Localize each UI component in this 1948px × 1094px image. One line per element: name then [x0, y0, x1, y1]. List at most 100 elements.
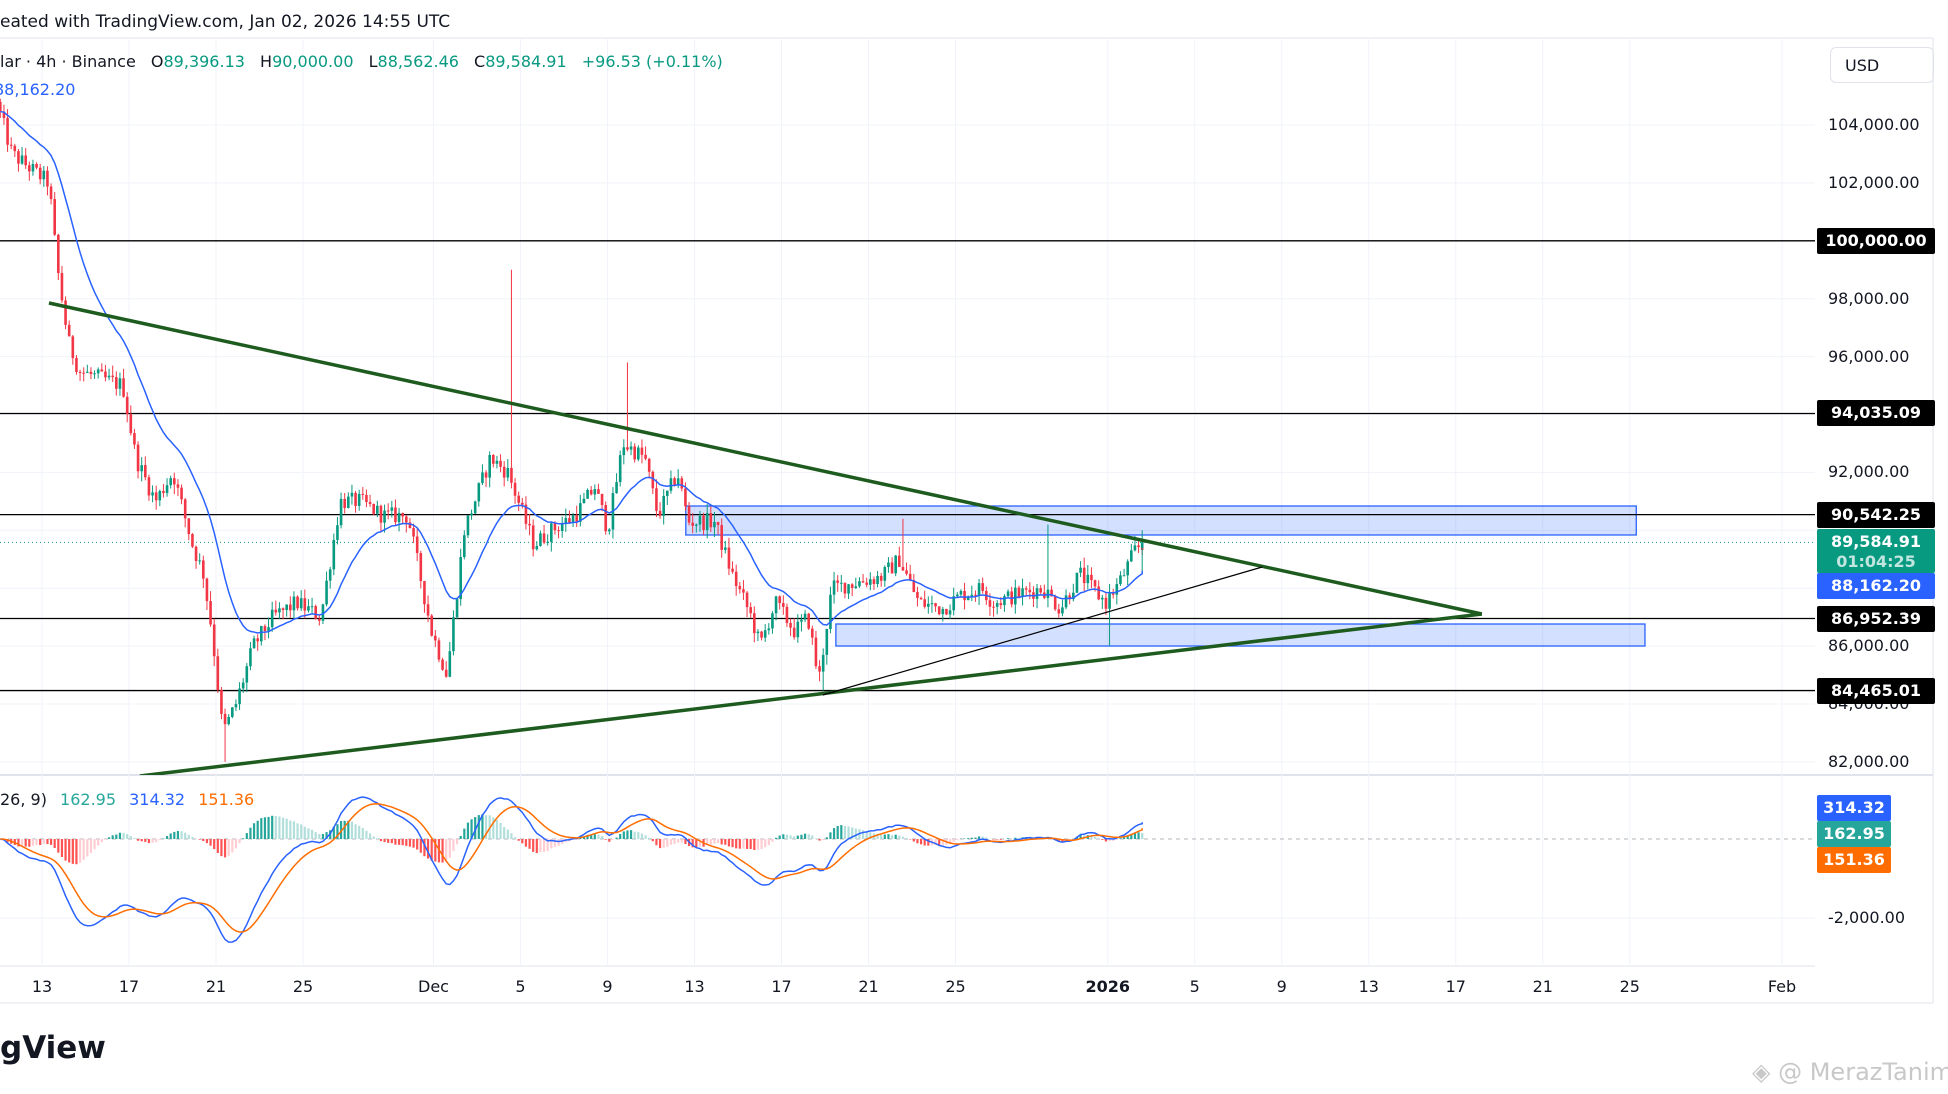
candle-body	[38, 167, 42, 180]
candle-body	[524, 504, 528, 524]
candle-body	[401, 512, 404, 517]
candle-body	[1024, 588, 1028, 590]
candle-body	[53, 199, 56, 235]
created-with-header: eated with TradingView.com, Jan 02, 2026…	[0, 12, 451, 32]
candle-body	[1021, 588, 1024, 598]
candle-body	[546, 541, 549, 543]
candle-body	[129, 414, 133, 434]
candle-body	[17, 151, 20, 164]
candle-body	[814, 637, 818, 667]
candle-body	[890, 562, 894, 574]
candle-body	[1130, 550, 1133, 562]
candle-body	[216, 656, 220, 690]
candle-body	[898, 555, 901, 567]
candle-body	[285, 604, 288, 610]
candle-body	[542, 533, 546, 543]
candle-body	[93, 373, 96, 375]
macd-tick-label: -2,000.00	[1828, 908, 1906, 927]
candle-body	[223, 713, 227, 725]
signal-value-tag: 151.36	[1817, 847, 1891, 873]
range-box	[685, 505, 1637, 536]
candle-body	[676, 478, 680, 485]
candle-body	[307, 606, 310, 611]
candle-body	[437, 640, 441, 660]
candle-body	[1057, 609, 1061, 614]
candle-body	[1072, 592, 1075, 600]
candle-body	[1053, 596, 1057, 610]
candle-body	[792, 627, 796, 638]
candle-body	[57, 234, 60, 274]
candle-body	[771, 613, 774, 629]
candle-body	[756, 631, 760, 634]
candle-body	[684, 488, 687, 507]
moving-average-line	[0, 110, 1143, 634]
candle-body	[86, 371, 89, 373]
candle-body	[473, 501, 477, 514]
candle-body	[314, 606, 317, 619]
candle-body	[470, 513, 473, 516]
currency-selector[interactable]: USD	[1830, 47, 1934, 83]
price-tick-label: 86,000.00	[1828, 636, 1910, 656]
macd-line-value: 314.32	[129, 790, 186, 809]
candle-body	[995, 603, 999, 607]
trendline	[822, 566, 1263, 696]
candle-body	[774, 596, 778, 614]
candle-body	[162, 490, 165, 494]
time-axis-label: Dec	[418, 977, 449, 996]
candle-body	[466, 515, 470, 536]
candle-body	[655, 488, 658, 511]
candle-body	[604, 505, 607, 532]
candle-body	[9, 144, 13, 146]
candle-body	[419, 553, 423, 582]
candle-body	[0, 101, 2, 112]
candle-body	[745, 592, 749, 608]
candle-body	[550, 523, 553, 542]
candle-body	[977, 583, 981, 596]
candle-body	[937, 606, 941, 615]
candle-body	[397, 512, 401, 523]
candle-body	[1104, 597, 1108, 609]
candle-body	[390, 507, 394, 511]
macd-params[interactable]: 26, 9)	[0, 790, 47, 809]
macd-pane	[0, 796, 1815, 943]
candle-body	[582, 498, 586, 504]
candle-body	[383, 510, 386, 523]
candle-body	[347, 496, 350, 508]
low-value: 88,562.46	[377, 52, 459, 71]
candle-body	[807, 613, 810, 629]
candle-body	[1028, 589, 1032, 593]
candle-body	[825, 629, 829, 655]
open-label: O	[150, 52, 164, 71]
candle-body	[495, 460, 499, 464]
candle-body	[31, 163, 35, 172]
candle-body	[158, 490, 162, 501]
price-tick-label: 92,000.00	[1828, 462, 1910, 482]
high-label: H	[260, 52, 273, 71]
candle-body	[227, 716, 230, 725]
candle-body	[1006, 591, 1010, 597]
candle-body	[173, 478, 176, 485]
candle-body	[782, 603, 785, 607]
candle-body	[405, 516, 408, 523]
candle-body	[709, 513, 713, 528]
candle-body	[608, 529, 611, 532]
candle-body	[488, 455, 491, 478]
range-box	[835, 623, 1646, 647]
candle-body	[586, 489, 589, 499]
candle-body	[49, 186, 53, 200]
time-axis-label: 25	[292, 977, 314, 996]
candle-body	[267, 627, 270, 632]
candle-body	[840, 582, 843, 584]
time-axis-label: 21	[205, 977, 227, 996]
macd-signal-value: 151.36	[198, 790, 255, 809]
candle-body	[361, 493, 365, 495]
candle-body	[1017, 587, 1021, 598]
macd-histogram-value: 162.95	[60, 790, 117, 809]
candle-body	[372, 503, 375, 514]
candle-body	[680, 478, 684, 489]
candle-body	[742, 589, 745, 593]
symbol-label[interactable]: lar · 4h · Binance	[0, 52, 136, 71]
candle-body	[321, 604, 325, 621]
macd-value-tag: 314.32	[1817, 795, 1891, 821]
